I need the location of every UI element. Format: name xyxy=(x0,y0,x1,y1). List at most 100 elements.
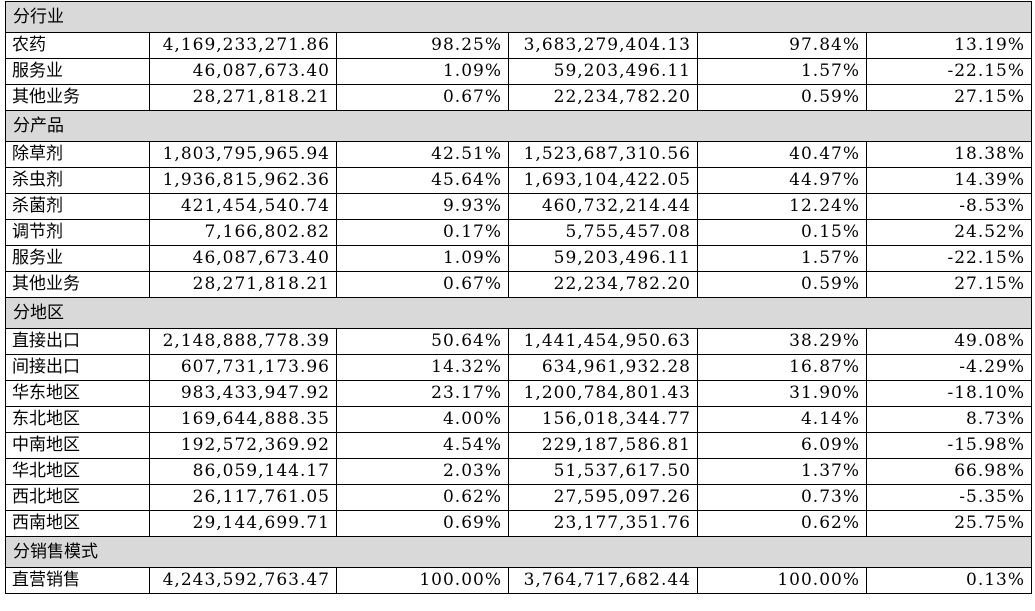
table-row: 农药 4,169,233,271.86 98.25% 3,683,279,404.13… xyxy=(5,32,1033,59)
revenue-cell: 28,271,818.21 xyxy=(149,271,337,298)
revenue-share-cell: 2.03% xyxy=(336,458,509,485)
table-row: 中南地区 192,572,369.92 4.54% 229,187,586.81 6.0… xyxy=(5,432,1033,459)
change-cell: 27.15% xyxy=(865,84,1033,111)
cost-share-cell: 0.59% xyxy=(697,271,867,298)
cost-share-cell: 4.14% xyxy=(697,406,867,433)
cost-share-cell: 97.84% xyxy=(697,32,867,59)
cost-cell: 51,537,617.50 xyxy=(508,458,698,485)
change-cell: 25.75% xyxy=(865,510,1033,537)
change-cell: 0.13% xyxy=(865,567,1033,594)
cost-cell: 59,203,496.11 xyxy=(508,245,698,272)
cost-share-cell: 16.87% xyxy=(697,354,867,381)
cost-share-cell: 12.24% xyxy=(697,193,867,220)
change-cell: -18.10% xyxy=(865,380,1033,407)
cost-cell: 460,732,214.44 xyxy=(508,193,698,220)
revenue-share-cell: 0.69% xyxy=(336,510,509,537)
row-label: 杀菌剂 xyxy=(5,193,150,220)
change-cell: 13.19% xyxy=(865,32,1033,59)
cost-cell: 1,523,687,310.56 xyxy=(508,141,698,168)
revenue-share-cell: 1.09% xyxy=(336,245,509,272)
cost-cell: 156,018,344.77 xyxy=(508,406,698,433)
revenue-cell: 7,166,802.82 xyxy=(149,219,337,246)
revenue-share-cell: 100.00% xyxy=(336,567,509,594)
table-body: 分行业 农药 4,169,233,271.86 98.25% 3,683,279,404… xyxy=(4,1,1033,594)
revenue-share-cell: 4.00% xyxy=(336,406,509,433)
section-header-row: 分地区 xyxy=(4,297,1033,329)
table-row: 东北地区 169,644,888.35 4.00% 156,018,344.77 4.1… xyxy=(5,406,1033,433)
revenue-share-cell: 9.93% xyxy=(336,193,509,220)
table-row: 西北地区 26,117,761.05 0.62% 27,595,097.26 0.73%… xyxy=(5,484,1033,511)
cost-cell: 5,755,457.08 xyxy=(508,219,698,246)
table-row: 直接出口 2,148,888,778.39 50.64% 1,441,454,950.… xyxy=(5,328,1033,355)
table-row: 华北地区 86,059,144.17 2.03% 51,537,617.50 1.37%… xyxy=(5,458,1033,485)
revenue-share-cell: 0.67% xyxy=(336,271,509,298)
revenue-share-cell: 23.17% xyxy=(336,380,509,407)
row-label: 除草剂 xyxy=(5,141,150,168)
table-row: 华东地区 983,433,947.92 23.17% 1,200,784,801.43… xyxy=(5,380,1033,407)
revenue-share-cell: 0.67% xyxy=(336,84,509,111)
cost-share-cell: 1.57% xyxy=(697,245,867,272)
row-label: 直营销售 xyxy=(5,567,150,594)
table-row: 杀菌剂 421,454,540.74 9.93% 460,732,214.44 12.2… xyxy=(5,193,1033,220)
cost-share-cell: 1.57% xyxy=(697,58,867,85)
revenue-cell: 2,148,888,778.39 xyxy=(149,328,337,355)
cost-cell: 27,595,097.26 xyxy=(508,484,698,511)
revenue-cell: 4,169,233,271.86 xyxy=(149,32,337,59)
cost-share-cell: 0.15% xyxy=(697,219,867,246)
change-cell: 49.08% xyxy=(865,328,1033,355)
revenue-cell: 46,087,673.40 xyxy=(149,58,337,85)
table-row: 服务业 46,087,673.40 1.09% 59,203,496.11 1.57% -… xyxy=(5,58,1033,85)
revenue-cell: 29,144,699.71 xyxy=(149,510,337,537)
cost-share-cell: 100.00% xyxy=(697,567,867,594)
change-cell: -8.53% xyxy=(865,193,1033,220)
revenue-share-cell: 45.64% xyxy=(336,167,509,194)
table-row: 杀虫剂 1,936,815,962.36 45.64% 1,693,104,422.0… xyxy=(5,167,1033,194)
change-cell: -5.35% xyxy=(865,484,1033,511)
row-label: 其他业务 xyxy=(5,84,150,111)
revenue-share-cell: 42.51% xyxy=(336,141,509,168)
change-cell: -4.29% xyxy=(865,354,1033,381)
row-label: 调节剂 xyxy=(5,219,150,246)
row-label: 东北地区 xyxy=(5,406,150,433)
table-row: 直营销售 4,243,592,763.47 100.00% 3,764,717,682… xyxy=(5,567,1033,594)
change-cell: -15.98% xyxy=(865,432,1033,459)
revenue-share-cell: 1.09% xyxy=(336,58,509,85)
table-row: 除草剂 1,803,795,965.94 42.51% 1,523,687,310.5… xyxy=(5,141,1033,168)
table-row: 西南地区 29,144,699.71 0.69% 23,177,351.76 0.62%… xyxy=(5,510,1033,537)
cost-share-cell: 1.37% xyxy=(697,458,867,485)
revenue-cell: 4,243,592,763.47 xyxy=(149,567,337,594)
cost-cell: 1,441,454,950.63 xyxy=(508,328,698,355)
row-label: 中南地区 xyxy=(5,432,150,459)
revenue-cell: 26,117,761.05 xyxy=(149,484,337,511)
revenue-share-cell: 98.25% xyxy=(336,32,509,59)
revenue-share-cell: 0.62% xyxy=(336,484,509,511)
row-label: 华东地区 xyxy=(5,380,150,407)
cost-cell: 634,961,932.28 xyxy=(508,354,698,381)
revenue-cell: 1,936,815,962.36 xyxy=(149,167,337,194)
cost-cell: 229,187,586.81 xyxy=(508,432,698,459)
cost-cell: 3,683,279,404.13 xyxy=(508,32,698,59)
revenue-cell: 46,087,673.40 xyxy=(149,245,337,272)
revenue-share-cell: 4.54% xyxy=(336,432,509,459)
row-label: 直接出口 xyxy=(5,328,150,355)
cost-cell: 1,693,104,422.05 xyxy=(508,167,698,194)
cost-share-cell: 6.09% xyxy=(697,432,867,459)
cost-share-cell: 44.97% xyxy=(697,167,867,194)
row-label: 西北地区 xyxy=(5,484,150,511)
revenue-breakdown-table: 分行业 农药 4,169,233,271.86 98.25% 3,683,279,404… xyxy=(4,1,1033,594)
cost-cell: 23,177,351.76 xyxy=(508,510,698,537)
section-header-row: 分行业 xyxy=(4,1,1033,33)
row-label: 西南地区 xyxy=(5,510,150,537)
row-label: 服务业 xyxy=(5,245,150,272)
cost-share-cell: 0.73% xyxy=(697,484,867,511)
change-cell: -22.15% xyxy=(865,58,1033,85)
cost-share-cell: 31.90% xyxy=(697,380,867,407)
row-label: 其他业务 xyxy=(5,271,150,298)
section-header-row: 分产品 xyxy=(4,110,1033,142)
cost-share-cell: 0.62% xyxy=(697,510,867,537)
cost-cell: 1,200,784,801.43 xyxy=(508,380,698,407)
cost-cell: 22,234,782.20 xyxy=(508,84,698,111)
section-title: 分行业 xyxy=(4,1,1033,33)
table-row: 其他业务 28,271,818.21 0.67% 22,234,782.20 0.59%… xyxy=(5,84,1033,111)
table-row: 调节剂 7,166,802.82 0.17% 5,755,457.08 0.15% 24.… xyxy=(5,219,1033,246)
